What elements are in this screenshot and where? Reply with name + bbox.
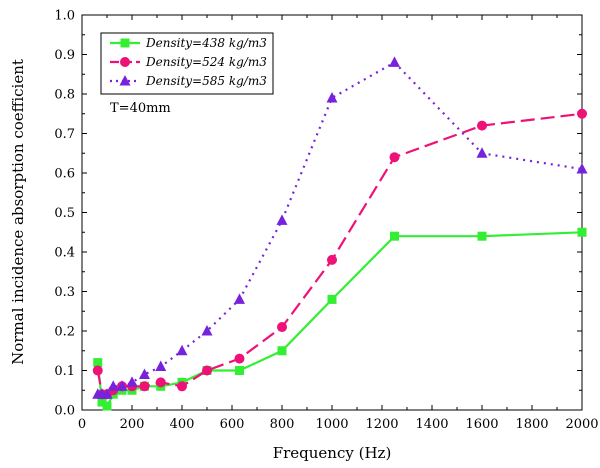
y-tick-label: 0.8 [54,88,75,103]
series-line [96,112,583,396]
series-2 [92,108,587,400]
x-axis-title: Frequency (Hz) [273,444,392,462]
triangle-marker [201,325,213,336]
circle-marker [177,381,187,392]
series-layer [92,56,588,411]
x-tick-label: 600 [220,417,245,432]
y-tick-label: 0.0 [54,404,75,419]
x-tick-label: 800 [270,417,295,432]
x-tick-label: 1800 [515,417,548,432]
triangle-marker [139,368,150,379]
y-tick-label: 1.0 [54,9,75,24]
circle-marker [477,120,487,131]
y-tick-label: 0.1 [54,364,75,379]
square-marker [477,231,487,241]
square-marker [277,346,287,356]
triangle-marker [476,147,488,158]
square-marker [97,397,107,407]
circle-marker [155,377,166,388]
triangle-marker [176,344,188,356]
x-tick-label: 1200 [365,417,398,432]
y-tick-label: 0.4 [54,246,75,261]
triangle-marker [101,388,113,399]
y-tick-label: 0.3 [54,285,75,300]
square-marker [390,231,399,241]
circle-marker [139,381,150,392]
circle-marker [120,57,130,67]
triangle-marker [155,360,167,372]
y-tick-label: 0.5 [54,206,75,221]
triangle-marker [234,293,245,304]
x-tick-label: 1600 [465,417,498,432]
circle-marker [202,365,212,376]
square-marker [120,38,130,48]
axis-ticks: 0 200 400 600 800 1000 1200 1400 1600 1800 2000 0.0… [54,9,598,433]
y-tick-label: 0.9 [54,48,75,63]
triangle-marker [119,75,131,86]
square-marker [327,294,337,304]
x-tick-label: 1000 [315,417,348,432]
x-tick-label: 2000 [565,417,598,432]
triangle-marker [276,214,288,225]
circle-marker [327,254,337,265]
x-tick-label: 200 [120,417,145,432]
circle-marker [577,108,587,119]
circle-marker [389,152,400,163]
triangle-marker [126,376,138,387]
triangle-marker [576,163,588,174]
triangle-marker [389,56,400,67]
circle-marker [92,365,103,376]
legend-label: Density=524 kg/m3 [145,55,267,69]
legend: Density=438 kg/m3 Density=524 kg/m3 Densit… [100,32,274,95]
x-tick-label: 400 [170,417,195,432]
legend-label: Density=438 kg/m3 [145,36,267,50]
circle-marker [234,353,245,364]
series-3 [92,56,588,399]
thickness-annotation: T=40mm [110,101,171,116]
x-tick-label: 1400 [415,417,448,432]
y-tick-label: 0.7 [54,127,75,142]
circle-marker [277,322,287,333]
square-marker [93,358,103,368]
square-marker [235,366,244,375]
y-tick-label: 0.6 [54,167,75,182]
legend-label: Density=585 kg/m3 [145,74,267,88]
x-tick-label: 0 [78,417,86,432]
triangle-marker [326,91,338,103]
square-marker [102,401,112,411]
square-marker [577,227,587,237]
y-axis-title: Normal incidence absorption coefficient [9,59,27,365]
y-tick-label: 0.2 [54,325,75,340]
series-line [96,231,583,408]
triangle-marker [116,380,128,391]
triangle-marker [107,380,119,391]
